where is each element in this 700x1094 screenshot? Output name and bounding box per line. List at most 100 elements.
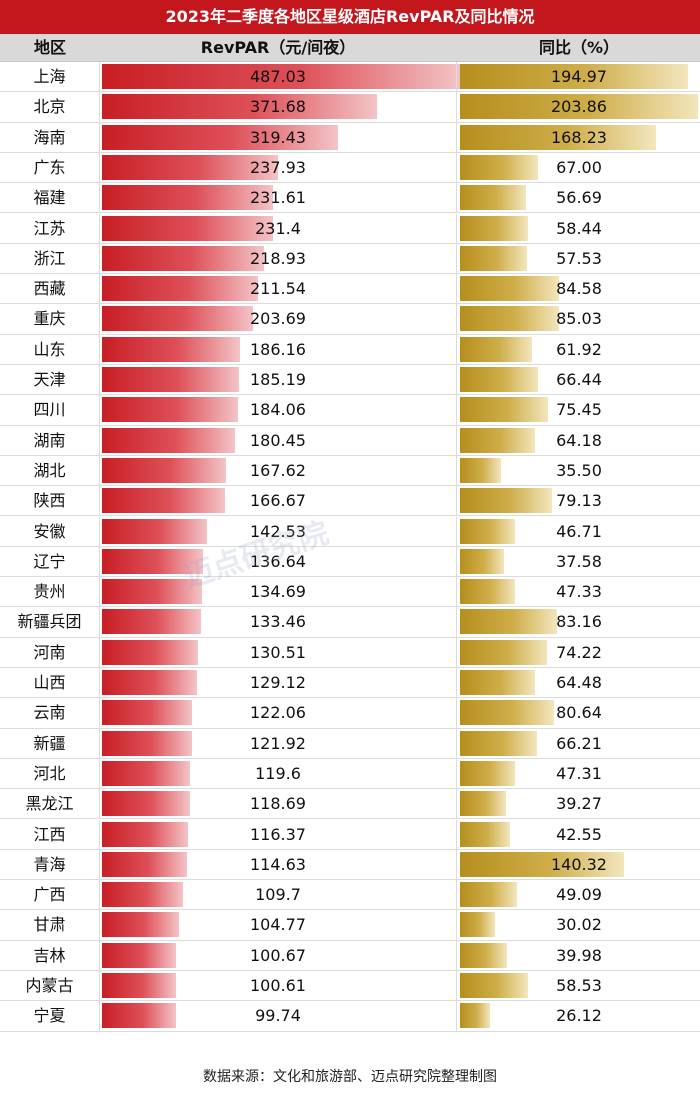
- revpar-bar: [102, 427, 236, 453]
- revpar-bar: [102, 518, 208, 544]
- revpar-value: 237.93: [250, 157, 306, 177]
- yoy-bar: [460, 457, 502, 483]
- table-row: 湖北 167.62 35.50: [0, 455, 700, 487]
- revpar-bar: [102, 609, 201, 635]
- yoy-value: 42.55: [556, 824, 602, 844]
- table-row: 青海 114.63 140.32: [0, 849, 700, 881]
- table-row: 西藏 211.54 84.58: [0, 274, 700, 305]
- column-divider: [456, 425, 457, 455]
- column-divider: [456, 455, 457, 486]
- yoy-value: 39.98: [556, 945, 602, 965]
- column-divider: [456, 395, 457, 425]
- table-row: 新疆 121.92 66.21: [0, 728, 700, 759]
- table-row: 北京 371.68 203.86: [0, 92, 700, 123]
- revpar-bar: [102, 488, 226, 514]
- table-row: 河北 119.6 47.31: [0, 758, 700, 790]
- yoy-value: 168.23: [551, 127, 607, 147]
- revpar-bar: [102, 579, 202, 605]
- revpar-bar: [102, 306, 253, 332]
- yoy-bar: [460, 245, 528, 271]
- column-divider: [456, 698, 457, 728]
- revpar-value: 114.63: [250, 854, 306, 874]
- revpar-bar: [102, 185, 274, 211]
- revpar-value: 142.53: [250, 521, 306, 541]
- revpar-bar: [102, 791, 190, 817]
- revpar-value: 129.12: [250, 673, 306, 692]
- table-row: 四川 184.06 75.45: [0, 395, 700, 426]
- revpar-bar: [102, 245, 264, 271]
- yoy-value: 58.44: [556, 218, 602, 238]
- table-row: 广东 237.93 67.00: [0, 152, 700, 184]
- region-label: 辽宁: [0, 546, 100, 577]
- header-revpar: RevPAR（元/间夜）: [200, 38, 356, 57]
- table-row: 新疆兵团 133.46 83.16: [0, 607, 700, 638]
- column-divider: [456, 183, 457, 213]
- table-row: 河南 130.51 74.22: [0, 637, 700, 668]
- revpar-bar: [102, 670, 198, 695]
- yoy-bar: [460, 306, 560, 332]
- yoy-bar: [460, 882, 518, 908]
- column-divider: [456, 880, 457, 910]
- column-divider: [456, 819, 457, 849]
- revpar-value: 100.61: [250, 976, 306, 995]
- table-row: 内蒙古 100.61 58.53: [0, 971, 700, 1002]
- region-label: 黑龙江: [0, 789, 100, 819]
- revpar-bar: [102, 457, 226, 483]
- table-header: 地区 RevPAR（元/间夜） 同比（%）: [0, 34, 700, 62]
- source-note: 数据来源：文化和旅游部、迈点研究院整理制图: [203, 1069, 497, 1085]
- revpar-value: 99.74: [255, 1006, 301, 1026]
- yoy-value: 35.50: [556, 460, 602, 480]
- region-label: 陕西: [0, 486, 100, 516]
- revpar-value: 119.6: [255, 763, 301, 783]
- yoy-bar: [460, 821, 510, 847]
- chart-title: 2023年二季度各地区星级酒店RevPAR及同比情况: [0, 0, 700, 34]
- table-row: 天津 185.19 66.44: [0, 365, 700, 396]
- column-divider: [456, 728, 457, 758]
- table-row: 海南 319.43 168.23: [0, 122, 700, 153]
- revpar-value: 371.68: [250, 97, 306, 117]
- column-divider: [456, 910, 457, 940]
- yoy-value: 39.27: [556, 794, 602, 814]
- table-row: 上海 487.03 194.97: [0, 62, 700, 93]
- revpar-value: 231.4: [255, 218, 301, 238]
- table-row: 甘肃 104.77 30.02: [0, 910, 700, 941]
- region-label: 福建: [0, 183, 100, 213]
- revpar-value: 130.51: [250, 642, 306, 662]
- column-divider: [456, 1001, 457, 1031]
- region-label: 青海: [0, 849, 100, 880]
- column-divider: [456, 274, 457, 304]
- revpar-value: 100.67: [250, 945, 306, 965]
- region-label: 云南: [0, 698, 100, 728]
- column-divider: [456, 668, 457, 698]
- yoy-value: 83.16: [556, 612, 602, 632]
- revpar-bar: [102, 276, 259, 302]
- revpar-bar: [102, 124, 339, 150]
- yoy-bar: [460, 760, 516, 786]
- column-divider: [456, 243, 457, 274]
- region-label: 天津: [0, 365, 100, 395]
- column-divider: [456, 304, 457, 334]
- yoy-value: 79.13: [556, 491, 602, 511]
- revpar-bar: [102, 64, 462, 89]
- yoy-bar: [460, 973, 529, 998]
- yoy-value: 58.53: [556, 976, 602, 995]
- yoy-bar: [460, 548, 504, 574]
- column-divider: [456, 758, 457, 789]
- revpar-value: 116.37: [250, 824, 306, 844]
- region-label: 浙江: [0, 243, 100, 274]
- yoy-bar: [460, 1003, 491, 1029]
- column-divider: [456, 607, 457, 637]
- revpar-bar: [102, 821, 189, 847]
- yoy-value: 74.22: [556, 642, 602, 662]
- revpar-value: 203.69: [250, 309, 306, 329]
- revpar-value: 133.46: [250, 612, 306, 632]
- yoy-value: 66.44: [556, 370, 602, 389]
- column-divider: [456, 334, 457, 364]
- table-row: 山西 129.12 64.48: [0, 668, 700, 699]
- yoy-bar: [460, 367, 538, 392]
- revpar-bar: [102, 367, 239, 392]
- yoy-value: 66.21: [556, 733, 602, 753]
- region-label: 江苏: [0, 213, 100, 243]
- revpar-value: 166.67: [250, 491, 306, 511]
- region-label: 广西: [0, 880, 100, 910]
